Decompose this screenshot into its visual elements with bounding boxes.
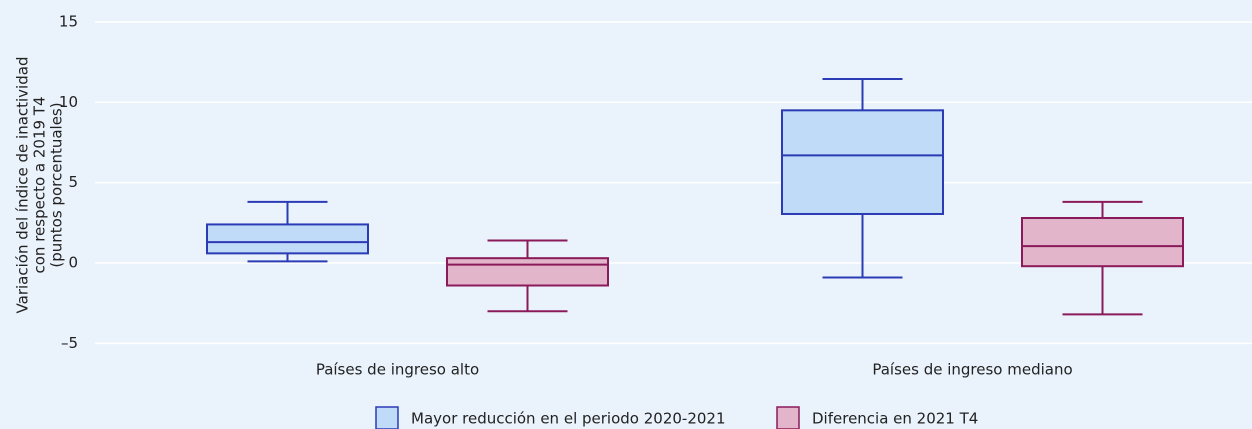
legend-label: Mayor reducción en el periodo 2020-2021: [411, 410, 726, 428]
y-axis-label-line: (puntos porcentuales): [48, 102, 66, 267]
box: [446, 257, 609, 287]
y-axis-label-line: con respecto a 2019 T4: [31, 96, 49, 273]
y-tick-label: –5: [61, 334, 78, 352]
y-axis-label: Variación del índice de inactividad con r…: [14, 57, 66, 314]
y-tick-label: 15: [59, 12, 78, 30]
box: [206, 223, 369, 255]
legend-label: Diferencia en 2021 T4: [812, 410, 978, 428]
y-tick-label: 0: [68, 254, 78, 272]
box: [1021, 217, 1184, 268]
box: [781, 109, 944, 215]
legend-swatch: [776, 406, 800, 429]
y-tick-label: 5: [68, 173, 78, 191]
legend-swatch: [375, 406, 399, 429]
y-axis-label-line: Variación del índice de inactividad: [14, 57, 32, 314]
x-tick-label: Países de ingreso alto: [316, 361, 479, 379]
y-tick-label: 10: [59, 93, 78, 111]
x-tick-label: Países de ingreso mediano: [872, 361, 1072, 379]
